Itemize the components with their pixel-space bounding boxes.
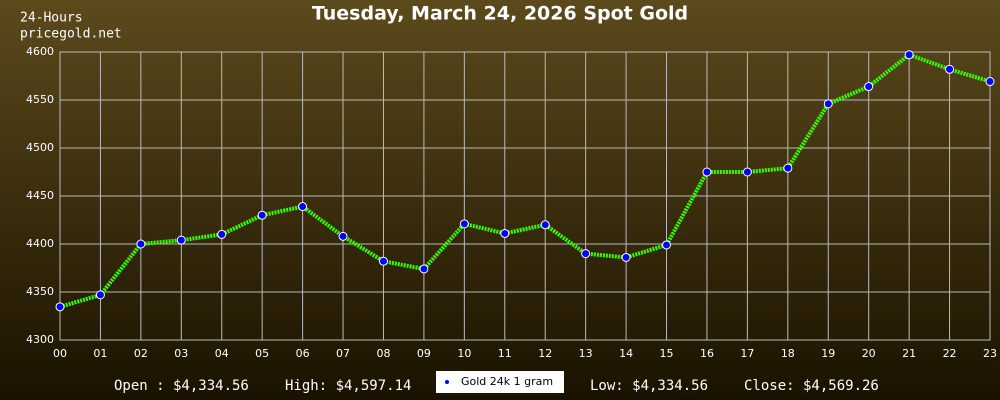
x-tick-label: 07 (336, 347, 350, 360)
data-point (500, 228, 510, 238)
high-stat: High: $4,597.14 (285, 378, 411, 394)
data-point (95, 290, 105, 300)
x-tick-label: 02 (134, 347, 148, 360)
legend (436, 371, 564, 393)
data-point (864, 82, 874, 92)
y-tick-label: 4400 (26, 237, 54, 250)
data-point (540, 220, 550, 230)
y-tick-label: 4450 (26, 189, 54, 202)
data-point (662, 240, 672, 250)
y-tick-label: 4500 (26, 141, 54, 154)
x-tick-label: 22 (943, 347, 957, 360)
x-tick-label: 19 (821, 347, 835, 360)
data-point (419, 264, 429, 274)
data-point (945, 64, 955, 74)
chart-title: Tuesday, March 24, 2026 Spot Gold (312, 3, 688, 25)
data-point (985, 77, 995, 87)
data-point (257, 210, 267, 220)
data-point (136, 239, 146, 249)
x-tick-label: 01 (93, 347, 107, 360)
y-tick-label: 4550 (26, 93, 54, 106)
data-point (904, 50, 914, 60)
x-tick-label: 16 (700, 347, 714, 360)
data-point (581, 249, 591, 259)
open-stat: Open : $4,334.56 (114, 378, 249, 394)
data-point (55, 302, 65, 312)
x-tick-label: 20 (862, 347, 876, 360)
data-point (176, 235, 186, 245)
y-tick-label: 4300 (26, 333, 54, 346)
data-point (338, 231, 348, 241)
x-tick-label: 13 (579, 347, 593, 360)
y-tick-label: 4600 (26, 45, 54, 58)
x-tick-label: 17 (740, 347, 754, 360)
close-stat: Close: $4,569.26 (744, 378, 879, 394)
data-point (217, 229, 227, 239)
legend-label: Gold 24k 1 gram (461, 375, 553, 388)
x-tick-label: 14 (619, 347, 633, 360)
data-point (459, 219, 469, 229)
data-point (823, 99, 833, 109)
x-tick-label: 11 (498, 347, 512, 360)
x-tick-label: 21 (902, 347, 916, 360)
subtitle: 24-Hours (20, 11, 83, 26)
data-point (378, 256, 388, 266)
plot-area: 4300 4350 4400 4450 4500 4550 4600 00 01 02 03 04 05… (26, 45, 997, 360)
data-point (742, 167, 752, 177)
data-point (702, 167, 712, 177)
x-tick-label: 00 (53, 347, 67, 360)
x-tick-label: 12 (538, 347, 552, 360)
data-point (783, 163, 793, 173)
x-tick-label: 08 (376, 347, 390, 360)
x-tick-label: 04 (215, 347, 229, 360)
source: pricegold.net (20, 27, 122, 42)
x-tick-label: 03 (174, 347, 188, 360)
data-point (621, 252, 631, 262)
x-tick-label: 06 (296, 347, 310, 360)
y-tick-label: 4350 (26, 285, 54, 298)
x-tick-label: 15 (660, 347, 674, 360)
data-point (298, 202, 308, 212)
x-tick-label: 23 (983, 347, 997, 360)
low-stat: Low: $4,334.56 (590, 378, 708, 394)
series-line (59, 52, 991, 309)
x-tick-label: 10 (457, 347, 471, 360)
legend-marker (445, 380, 449, 384)
x-tick-label: 18 (781, 347, 795, 360)
x-tick-label: 09 (417, 347, 431, 360)
x-tick-label: 05 (255, 347, 269, 360)
